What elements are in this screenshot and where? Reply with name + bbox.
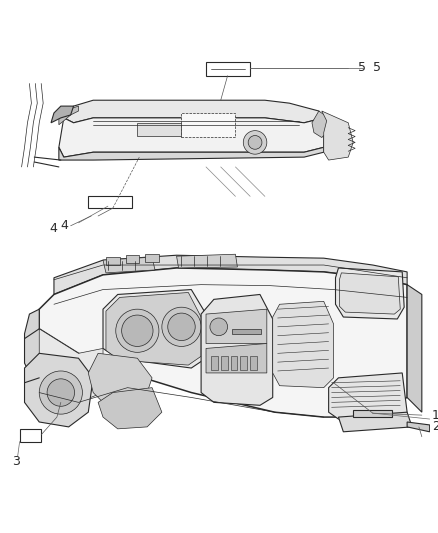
- Circle shape: [162, 307, 201, 346]
- Polygon shape: [59, 147, 324, 160]
- Polygon shape: [88, 353, 152, 412]
- Polygon shape: [106, 293, 201, 365]
- Circle shape: [243, 131, 267, 154]
- Text: 4: 4: [61, 219, 69, 232]
- Polygon shape: [201, 294, 273, 405]
- Circle shape: [47, 379, 74, 406]
- Bar: [211, 356, 218, 370]
- Polygon shape: [39, 329, 103, 402]
- Polygon shape: [339, 273, 400, 314]
- Polygon shape: [51, 106, 74, 123]
- Polygon shape: [25, 353, 93, 427]
- Polygon shape: [103, 289, 206, 368]
- Polygon shape: [54, 255, 407, 294]
- Polygon shape: [328, 373, 407, 422]
- Polygon shape: [407, 285, 422, 412]
- Text: 2: 2: [431, 421, 438, 433]
- Bar: [221, 356, 228, 370]
- Text: 4: 4: [49, 222, 57, 235]
- Bar: [240, 356, 247, 370]
- Polygon shape: [177, 254, 237, 268]
- Bar: [145, 254, 159, 262]
- Polygon shape: [353, 410, 392, 417]
- Bar: [232, 329, 261, 334]
- Polygon shape: [273, 301, 334, 387]
- Polygon shape: [103, 257, 155, 273]
- Polygon shape: [206, 62, 250, 76]
- Circle shape: [122, 315, 153, 346]
- Text: 5: 5: [358, 61, 366, 74]
- Bar: [181, 113, 236, 138]
- Circle shape: [116, 309, 159, 352]
- Polygon shape: [407, 422, 430, 432]
- Polygon shape: [322, 111, 353, 160]
- Polygon shape: [25, 309, 69, 387]
- Text: 1: 1: [431, 409, 438, 422]
- Bar: [126, 255, 139, 263]
- Text: 3: 3: [12, 455, 20, 468]
- Polygon shape: [339, 412, 412, 432]
- Polygon shape: [59, 118, 324, 157]
- Polygon shape: [138, 123, 181, 135]
- Polygon shape: [98, 387, 162, 429]
- Polygon shape: [20, 429, 41, 442]
- Circle shape: [248, 135, 262, 149]
- Polygon shape: [206, 309, 267, 343]
- Polygon shape: [312, 111, 332, 138]
- Bar: [230, 356, 237, 370]
- Circle shape: [210, 318, 228, 336]
- Text: 5: 5: [373, 61, 381, 74]
- Polygon shape: [64, 100, 324, 123]
- Bar: [106, 257, 120, 265]
- Polygon shape: [336, 268, 404, 319]
- Circle shape: [168, 313, 195, 341]
- Polygon shape: [59, 106, 78, 125]
- Polygon shape: [39, 268, 407, 417]
- Bar: [250, 356, 257, 370]
- Circle shape: [39, 371, 82, 414]
- Polygon shape: [88, 196, 132, 208]
- Polygon shape: [206, 343, 267, 373]
